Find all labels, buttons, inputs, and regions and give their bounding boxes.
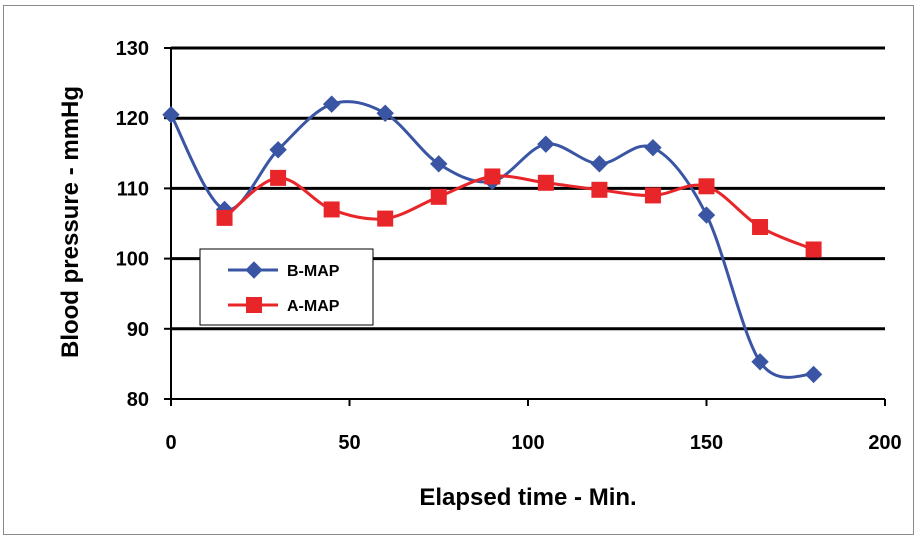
data-point-a-map-75 xyxy=(430,188,447,205)
x-tick-label-200: 200 xyxy=(868,432,901,454)
data-point-b-map-120 xyxy=(590,155,609,173)
data-point-a-map-120 xyxy=(591,181,608,198)
data-point-a-map-60 xyxy=(377,210,394,227)
data-point-a-map-135 xyxy=(644,187,661,204)
y-tick-label-110: 110 xyxy=(117,178,149,200)
data-point-a-map-105 xyxy=(537,174,554,191)
legend-item-a-map: A-MAP xyxy=(228,297,340,315)
x-tick-label-0: 0 xyxy=(165,432,176,454)
data-point-a-map-165 xyxy=(752,219,769,236)
x-tick-labels: 0 50 100 150 200 xyxy=(165,432,901,454)
legend-label-b-map: B-MAP xyxy=(287,263,340,280)
y-tick-label-90: 90 xyxy=(127,319,149,341)
legend-marker-b-map xyxy=(245,261,263,279)
data-point-b-map-180 xyxy=(804,365,823,384)
y-tick-label-130: 130 xyxy=(116,38,149,60)
y-tick-label-120: 120 xyxy=(116,108,149,130)
legend-label-a-map: A-MAP xyxy=(287,298,340,315)
data-point-a-map-30 xyxy=(270,169,287,186)
data-point-b-map-30 xyxy=(269,141,287,159)
data-point-b-map-150 xyxy=(697,206,716,224)
axes xyxy=(170,48,886,406)
x-axis-title: Elapsed time - Min. xyxy=(419,484,636,511)
data-point-b-map-165 xyxy=(751,353,769,371)
x-tick-label-150: 150 xyxy=(690,432,723,454)
data-point-b-map-135 xyxy=(644,138,662,157)
y-tick-label-100: 100 xyxy=(116,249,149,271)
y-tick-label-80: 80 xyxy=(127,389,149,411)
data-point-a-map-150 xyxy=(698,178,715,195)
data-point-a-map-45 xyxy=(323,201,340,218)
data-point-b-map-75 xyxy=(430,155,448,173)
data-point-a-map-90 xyxy=(484,168,501,185)
data-point-b-map-0 xyxy=(162,105,180,124)
data-point-a-map-15 xyxy=(216,209,233,226)
series-b-map xyxy=(162,95,823,384)
y-tick-labels: 80 90 100 110 120 130 xyxy=(116,38,149,411)
data-point-b-map-105 xyxy=(537,135,555,153)
y-axis-title: Blood pressure - mmHg xyxy=(57,86,84,358)
chart-frame xyxy=(3,5,914,535)
legend: B-MAP A-MAP xyxy=(199,248,374,326)
data-point-a-map-180 xyxy=(805,241,822,258)
legend-marker-a-map xyxy=(246,297,262,313)
series-line-b-map xyxy=(169,100,814,379)
x-tick-label-50: 50 xyxy=(338,432,360,454)
series-layer xyxy=(162,95,823,384)
series-a-map xyxy=(216,168,822,258)
gridlines xyxy=(164,46,885,400)
data-point-b-map-60 xyxy=(376,104,394,122)
legend-item-b-map: B-MAP xyxy=(228,261,340,280)
legend-box xyxy=(199,248,374,326)
data-point-b-map-45 xyxy=(322,95,341,113)
x-tick-label-100: 100 xyxy=(511,432,544,454)
